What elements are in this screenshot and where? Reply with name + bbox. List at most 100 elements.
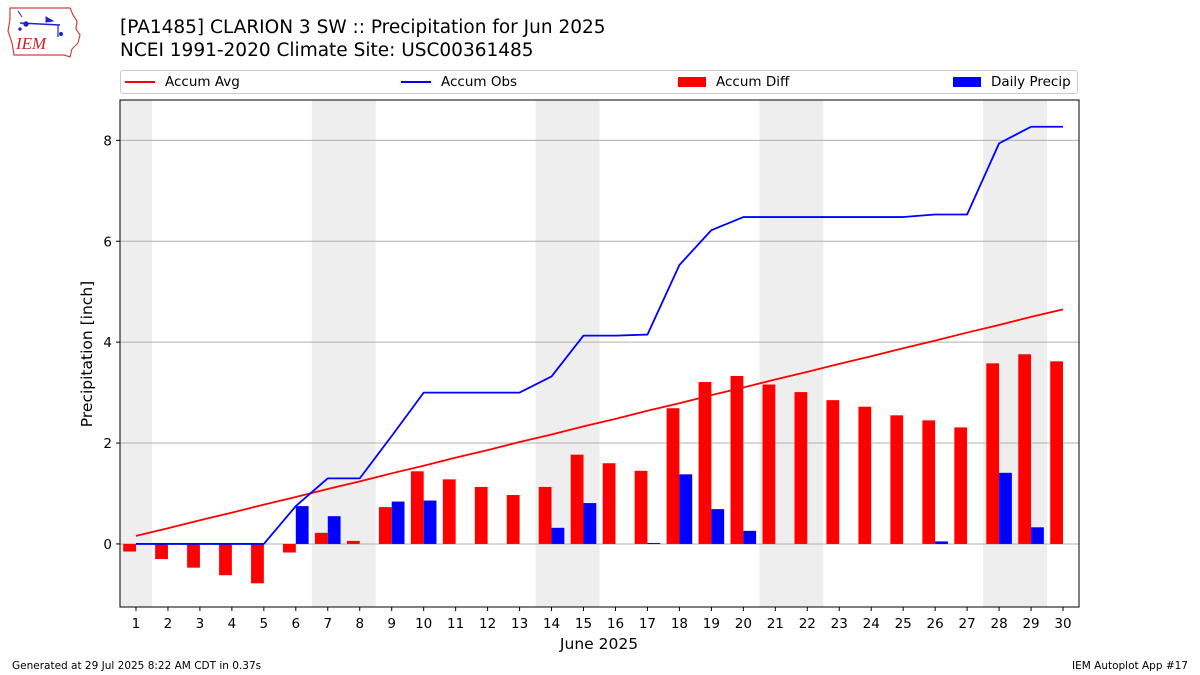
- x-tick-label-25: 25: [895, 616, 912, 632]
- bar-accum-diff-day-8: [346, 540, 360, 544]
- x-tick-label-15: 15: [575, 616, 592, 632]
- x-tick-label-13: 13: [511, 616, 528, 632]
- lines-layer: [135, 125, 1064, 545]
- y-tick-label-8: 8: [103, 133, 112, 149]
- x-tick-label-22: 22: [799, 616, 816, 632]
- bar-accum-diff-day-4: [219, 543, 232, 576]
- bar-accum-diff-day-22: [794, 392, 808, 544]
- bar-accum-diff-day-16: [602, 463, 616, 544]
- bars-layer: [123, 354, 1064, 584]
- line-accum-avg: [135, 308, 1064, 537]
- y-tick-label-4: 4: [103, 335, 112, 351]
- legend-swatch-accum-diff: [678, 77, 706, 87]
- bar-accum-diff-day-9: [378, 507, 392, 544]
- bar-accum-diff-day-10: [410, 471, 424, 544]
- bar-daily-precip-day-9: [391, 501, 405, 544]
- x-tick-label-2: 2: [164, 616, 173, 632]
- legend-swatch-accum-avg: [125, 81, 155, 83]
- x-tick-label-23: 23: [831, 616, 848, 632]
- weekend-band-1: [120, 100, 152, 607]
- weekend-band-2: [311, 100, 376, 607]
- x-tick-label-16: 16: [607, 616, 624, 632]
- bar-daily-precip-day-19: [711, 509, 725, 544]
- legend-item-accum-obs: Accum Obs: [401, 71, 517, 93]
- x-tick-label-7: 7: [323, 616, 332, 632]
- bar-daily-precip-day-6: [295, 506, 309, 544]
- iem-logo-text: IEM: [15, 34, 47, 53]
- x-tick-label-1: 1: [132, 616, 141, 632]
- x-tick-label-12: 12: [479, 616, 496, 632]
- autoplot-app-id: IEM Autoplot App #17: [1072, 660, 1188, 672]
- bar-accum-diff-day-28: [986, 363, 1000, 544]
- x-tick-label-24: 24: [863, 616, 880, 632]
- legend-swatch-accum-obs: [401, 81, 431, 83]
- iowa-outline: [7, 7, 81, 58]
- legend-item-daily-precip: Daily Precip: [953, 71, 1071, 93]
- legend-label-accum-obs: Accum Obs: [441, 74, 518, 90]
- bar-daily-precip-day-29: [1031, 527, 1044, 544]
- y-axis-label: Precipitation [inch]: [78, 281, 96, 427]
- x-tick-label-11: 11: [447, 616, 464, 632]
- legend-label-accum-avg: Accum Avg: [165, 74, 240, 90]
- legend-item-accum-diff: Accum Diff: [678, 71, 789, 93]
- bar-accum-diff-day-14: [538, 486, 552, 544]
- chart-subtitle: NCEI 1991-2020 Climate Site: USC00361485: [120, 40, 534, 61]
- x-tick-label-6: 6: [292, 616, 301, 632]
- x-tick-label-27: 27: [959, 616, 976, 632]
- x-tick-label-8: 8: [355, 616, 364, 632]
- bar-daily-precip-day-20: [743, 530, 757, 544]
- x-tick-label-19: 19: [703, 616, 720, 632]
- generated-timestamp: Generated at 29 Jul 2025 8:22 AM CDT in …: [12, 660, 262, 672]
- bar-accum-diff-day-12: [474, 486, 488, 544]
- bar-accum-diff-day-29: [1018, 354, 1032, 544]
- bar-daily-precip-day-10: [423, 500, 437, 544]
- bar-accum-diff-day-24: [858, 406, 872, 544]
- weekend-shading: [120, 100, 1048, 607]
- y-tick-label-2: 2: [103, 436, 112, 452]
- bar-accum-diff-day-19: [698, 382, 712, 544]
- bar-accum-diff-day-27: [954, 427, 968, 544]
- x-tick-label-9: 9: [387, 616, 396, 632]
- bar-accum-diff-day-18: [666, 408, 680, 544]
- x-tick-label-26: 26: [927, 616, 944, 632]
- chart-legend: Accum Avg Accum Obs Accum Diff Daily Pre…: [120, 70, 1078, 94]
- bar-accum-diff-day-1: [123, 543, 136, 552]
- legend-item-accum-avg: Accum Avg: [125, 71, 240, 93]
- bar-accum-diff-day-26: [922, 420, 936, 544]
- legend-swatch-daily-precip: [953, 77, 981, 87]
- bar-accum-diff-day-25: [890, 415, 904, 544]
- bar-daily-precip-day-26: [935, 541, 948, 544]
- x-tick-label-30: 30: [1054, 616, 1071, 632]
- x-tick-label-10: 10: [415, 616, 432, 632]
- x-tick-label-18: 18: [671, 616, 688, 632]
- x-tick-label-17: 17: [639, 616, 656, 632]
- y-tick-label-0: 0: [103, 537, 112, 553]
- chart-title: [PA1485] CLARION 3 SW :: Precipitation f…: [120, 17, 606, 38]
- bar-daily-precip-day-28: [999, 472, 1012, 544]
- bar-daily-precip-day-7: [327, 516, 341, 544]
- x-tick-label-29: 29: [1022, 616, 1039, 632]
- x-tick-label-4: 4: [228, 616, 237, 632]
- line-accum-obs: [135, 125, 1064, 545]
- bar-accum-diff-day-23: [826, 400, 840, 544]
- bar-accum-diff-day-30: [1050, 361, 1064, 544]
- x-tick-label-14: 14: [543, 616, 560, 632]
- grid-lines: [120, 139, 1079, 545]
- bar-daily-precip-day-17: [647, 542, 661, 544]
- x-tick-label-21: 21: [767, 616, 784, 632]
- bar-accum-diff-day-11: [442, 479, 456, 544]
- y-tick-label-6: 6: [103, 234, 112, 250]
- legend-label-daily-precip: Daily Precip: [991, 74, 1071, 90]
- bar-accum-diff-day-5: [251, 543, 264, 584]
- bar-accum-diff-day-6: [283, 543, 296, 553]
- bar-accum-diff-day-7: [314, 532, 328, 544]
- x-tick-label-28: 28: [990, 616, 1007, 632]
- bar-accum-diff-day-15: [570, 454, 584, 544]
- bar-accum-diff-day-2: [155, 543, 168, 560]
- x-axis-label: June 2025: [559, 635, 638, 653]
- bar-accum-diff-day-20: [730, 375, 744, 544]
- x-tick-label-20: 20: [735, 616, 752, 632]
- bar-daily-precip-day-18: [679, 474, 693, 544]
